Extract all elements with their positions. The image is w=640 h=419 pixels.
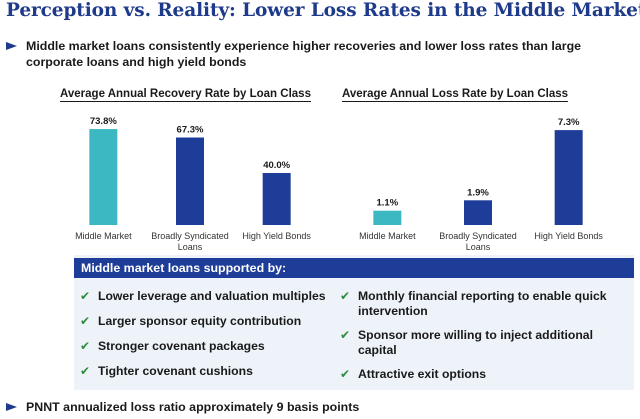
support-item-right-2: ✔ Attractive exit options — [340, 367, 486, 381]
data-label-0: 1.1% — [377, 198, 399, 209]
tick-label-2: High Yield Bonds — [534, 231, 603, 241]
tick-label-2: High Yield Bonds — [242, 231, 311, 241]
data-label-1: 1.9% — [467, 187, 489, 198]
bar-2 — [554, 130, 583, 225]
support-item-right-0: ✔ Monthly financial reporting to enable … — [340, 289, 607, 318]
loss-chart-title: Average Annual Loss Rate by Loan Class — [342, 88, 569, 102]
support-item-left-0: ✔ Lower leverage and valuation multiples — [80, 289, 326, 303]
data-label-0: 73.8% — [90, 116, 117, 127]
check-icon: ✔ — [80, 314, 91, 328]
bar-0 — [89, 129, 118, 225]
tick-label-1: Broadly Syndicated — [151, 231, 229, 241]
support-item-right-1: ✔ Sponsor more willing to inject additio… — [340, 328, 593, 357]
bullet-arrow-icon — [6, 403, 17, 411]
recovery-chart: 73.8% Middle Market 67.3% Broadly Syndicate… — [75, 116, 311, 252]
check-icon: ✔ — [80, 289, 91, 303]
data-label-1: 67.3% — [177, 125, 204, 136]
support-panel-header: Middle market loans supported by: — [74, 258, 634, 278]
check-icon: ✔ — [340, 328, 351, 342]
bullet-arrow-icon — [6, 42, 17, 50]
top-bullet: Middle market loans consistently experie… — [6, 38, 636, 70]
bar-1 — [464, 200, 492, 225]
bar-1 — [176, 137, 204, 225]
tick-label-0: Middle Market — [75, 231, 132, 241]
check-icon: ✔ — [80, 364, 91, 378]
support-item-left-2: ✔ Stronger covenant packages — [80, 339, 265, 353]
tick-label-1-line1: Loans — [178, 242, 203, 252]
loss-chart: 1.1% Middle Market 1.9% Broadly SyndicatedL… — [359, 117, 603, 252]
tick-label-0: Middle Market — [359, 231, 416, 241]
check-icon: ✔ — [340, 289, 351, 303]
bar-0 — [373, 210, 402, 225]
bar-2 — [262, 173, 291, 225]
data-label-2: 7.3% — [558, 117, 580, 128]
tick-label-1: Broadly Syndicated — [439, 231, 517, 241]
support-item-left-1: ✔ Larger sponsor equity contribution — [80, 314, 302, 328]
check-icon: ✔ — [340, 367, 351, 381]
page-title: Perception vs. Reality: Lower Loss Rates… — [6, 0, 640, 21]
recovery-chart-title: Average Annual Recovery Rate by Loan Cla… — [60, 88, 311, 102]
tick-label-1-line1: Loans — [466, 242, 491, 252]
top-bullet-text: Middle market loans consistently experie… — [26, 39, 582, 69]
bottom-bullet-text: PNNT annualized loss ratio approximately… — [26, 400, 360, 414]
support-item-left-3: ✔ Tighter covenant cushions — [80, 364, 253, 378]
data-label-2: 40.0% — [263, 160, 290, 171]
check-icon: ✔ — [80, 339, 91, 353]
bottom-bullet: PNNT annualized loss ratio approximately… — [6, 399, 636, 415]
